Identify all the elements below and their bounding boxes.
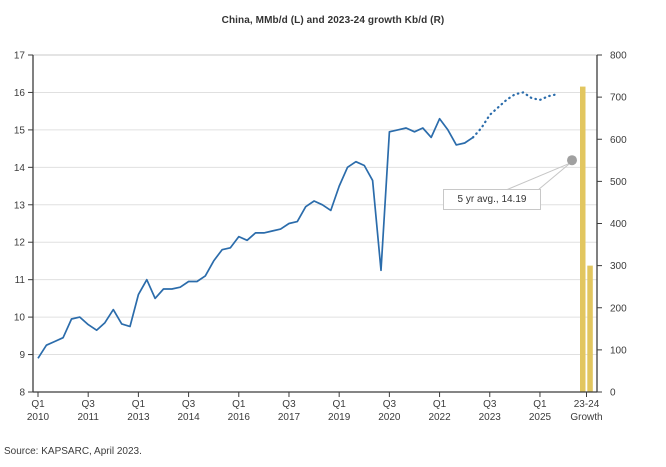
right-axis-tick-label: 500: [610, 177, 627, 188]
demand-line-forecast: [471, 91, 558, 139]
x-axis-tick-label: Q1: [433, 399, 447, 410]
x-axis-tick-label: 2019: [328, 412, 351, 423]
x-axis-tick-label: 2017: [278, 412, 301, 423]
left-axis-tick-label: 12: [14, 238, 26, 249]
x-axis-tick-label: 2011: [77, 412, 99, 423]
growth-bar-2024: [587, 265, 593, 392]
left-axis-tick-label: 8: [19, 388, 25, 399]
left-axis-tick-label: 13: [14, 200, 26, 211]
growth-bar-label: 23-24: [574, 399, 600, 410]
x-axis-tick-label: 2013: [127, 412, 150, 423]
x-axis-tick-label: Q3: [383, 399, 397, 410]
x-axis-tick-label: Q1: [31, 399, 45, 410]
x-axis-tick-label: Q1: [333, 399, 347, 410]
right-axis-tick-label: 100: [610, 345, 627, 356]
left-axis-tick-label: 14: [14, 163, 26, 174]
x-axis-tick-label: 2014: [177, 412, 200, 423]
five-year-avg-marker-dot: [567, 155, 577, 166]
right-axis-tick-label: 0: [610, 388, 616, 399]
right-axis-tick-label: 600: [610, 135, 627, 146]
x-axis-tick-label: Q1: [232, 399, 246, 410]
x-axis-tick-label: 2025: [529, 412, 552, 423]
right-axis-tick-label: 800: [610, 51, 627, 62]
x-axis-tick-label: Q1: [132, 399, 146, 410]
x-axis-tick-label: Q3: [483, 399, 497, 410]
left-axis-tick-label: 16: [14, 88, 26, 99]
growth-bar-2023: [580, 86, 586, 392]
left-axis-tick-label: 10: [14, 313, 26, 324]
right-axis-tick-label: 400: [610, 219, 627, 230]
demand-line-historical: [37, 117, 474, 359]
x-axis-tick-label: 2016: [228, 412, 251, 423]
growth-bar-label: Growth: [570, 412, 602, 423]
x-axis-tick-label: Q3: [282, 399, 296, 410]
x-axis-tick-label: Q1: [533, 399, 547, 410]
left-axis-tick-label: 17: [14, 51, 26, 62]
callout-leader-line: [505, 162, 571, 191]
left-axis-tick-label: 15: [14, 125, 26, 136]
callout-leader-line: [537, 162, 571, 191]
right-axis-tick-label: 200: [610, 303, 627, 314]
left-axis-tick-label: 11: [15, 275, 26, 286]
right-axis-tick-label: 300: [610, 261, 627, 272]
left-axis-tick-label: 9: [19, 350, 25, 361]
five-year-avg-callout: 5 yr avg., 14.19: [443, 189, 541, 210]
x-axis-tick-label: Q3: [182, 399, 196, 410]
x-axis-tick-label: 2020: [378, 412, 401, 423]
x-axis-tick-label: 2010: [27, 412, 50, 423]
chart-title: China, MMb/d (L) and 2023-24 growth Kb/d…: [221, 15, 445, 26]
x-axis-tick-label: Q3: [82, 399, 96, 410]
x-axis-tick-label: 2022: [428, 412, 451, 423]
x-axis-tick-label: 2023: [479, 412, 502, 423]
right-axis-tick-label: 700: [610, 93, 627, 104]
source-text: Source: KAPSARC, April 2023.: [4, 446, 142, 457]
